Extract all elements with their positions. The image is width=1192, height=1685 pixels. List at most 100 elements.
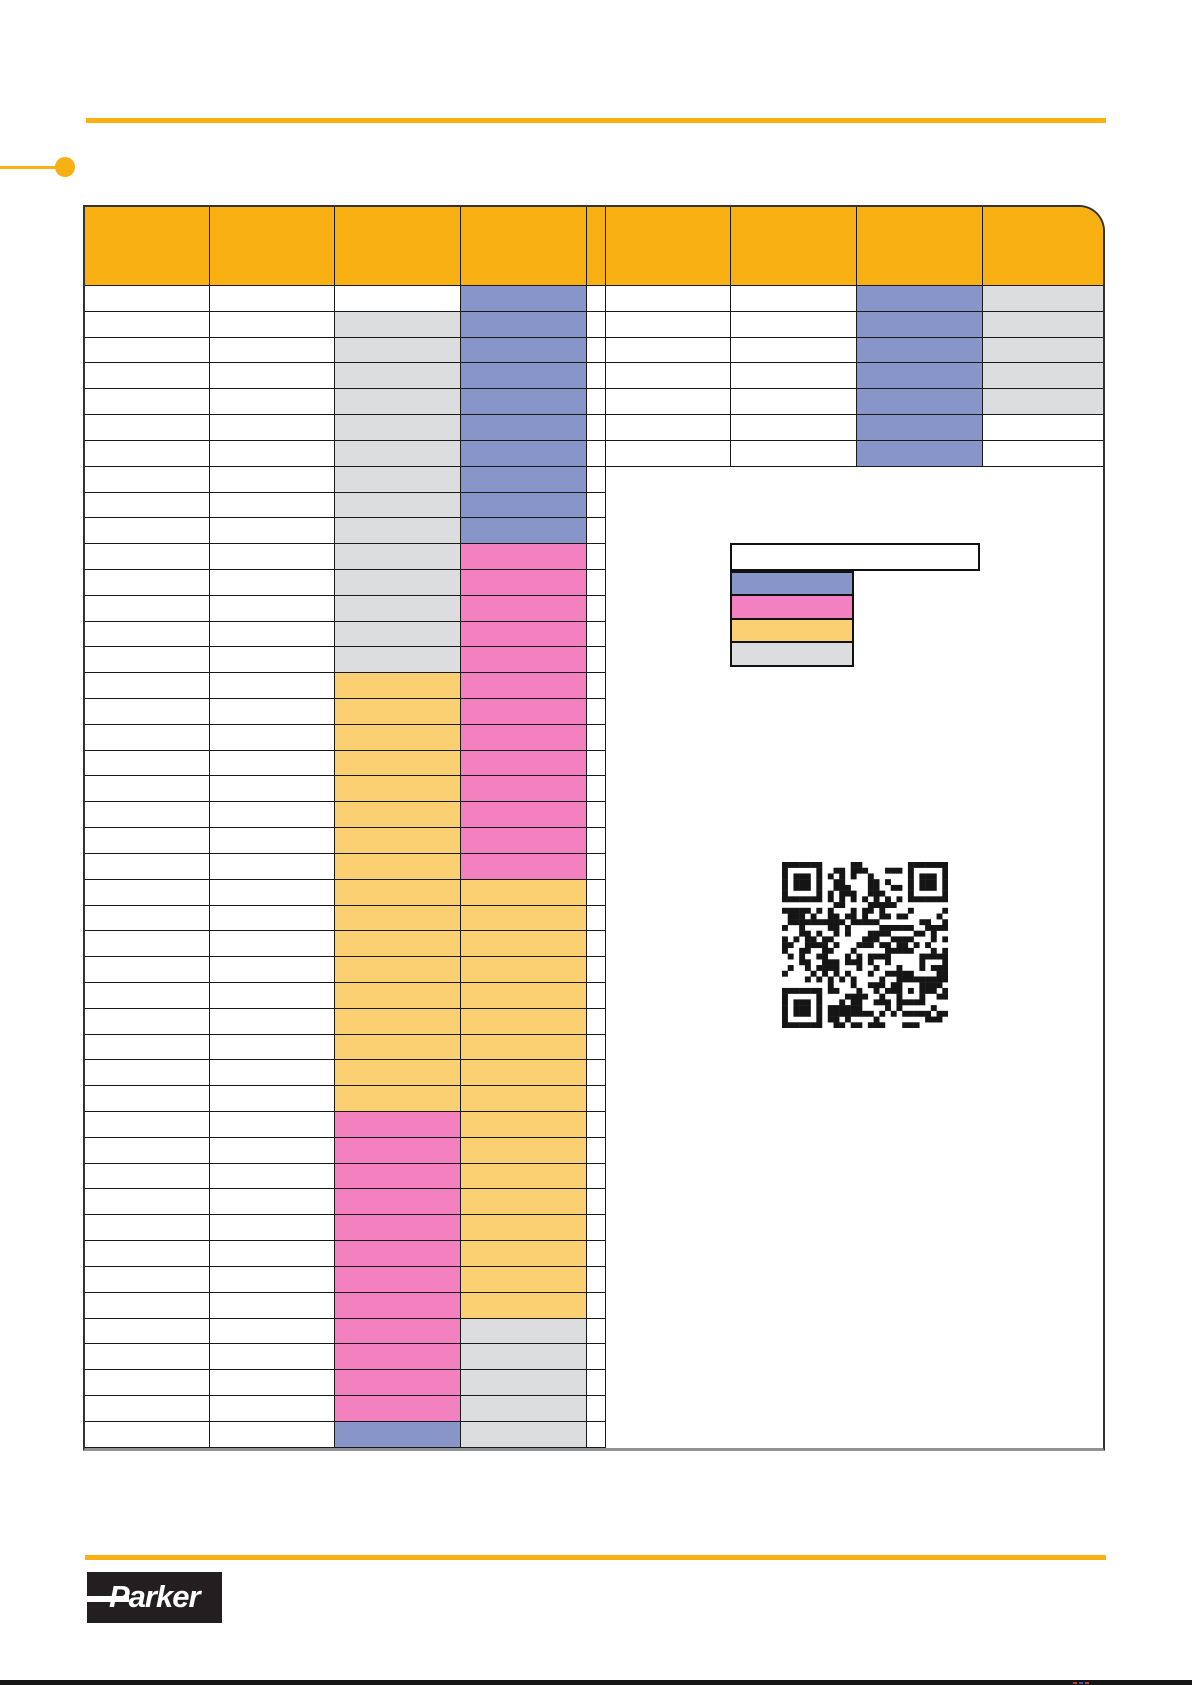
table-row	[85, 1241, 606, 1267]
table-cell	[85, 1034, 210, 1061]
table-cell	[85, 905, 210, 932]
table-cell	[587, 1112, 606, 1138]
table-cell	[983, 440, 1103, 467]
table-cell	[587, 337, 606, 364]
table-cell	[587, 724, 606, 751]
table-cell	[210, 1008, 335, 1035]
table-cell	[983, 337, 1103, 364]
table-cell	[210, 518, 335, 545]
table-right-rows	[606, 286, 1103, 467]
table-cell	[210, 1370, 335, 1396]
table-row	[606, 311, 1103, 338]
table-cell	[85, 1266, 210, 1293]
print-mark	[1079, 1681, 1083, 1684]
table-cell	[983, 311, 1103, 338]
table-cell	[460, 1370, 587, 1396]
table-row	[85, 931, 606, 958]
table-cell	[587, 802, 606, 829]
table-row	[85, 1292, 606, 1319]
table-cell	[210, 1060, 335, 1087]
table-row	[85, 982, 606, 1009]
table-cell	[85, 647, 210, 674]
table-cell	[85, 699, 210, 725]
table-cell	[587, 569, 606, 596]
print-mark	[1073, 1681, 1077, 1684]
table-cell	[460, 931, 587, 958]
table-cell	[85, 1370, 210, 1396]
table-cell	[460, 879, 587, 906]
table-cell	[85, 621, 210, 648]
table-cell	[731, 363, 857, 390]
table-cell	[587, 647, 606, 674]
table-cell	[210, 647, 335, 674]
table-cell	[731, 440, 857, 467]
table-cell	[85, 1215, 210, 1242]
table-cell	[460, 802, 587, 829]
table-cell	[210, 544, 335, 570]
table-cell	[857, 311, 983, 338]
table-cell	[85, 802, 210, 829]
header-cell	[335, 207, 461, 286]
header-cell	[857, 207, 983, 286]
table-cell	[587, 1344, 606, 1371]
table-cell	[85, 518, 210, 545]
table-cell	[460, 957, 587, 983]
table-cell	[460, 492, 587, 519]
table-cell	[210, 1112, 335, 1138]
table-cell	[606, 311, 731, 338]
table-row	[85, 1086, 606, 1112]
table-cell	[983, 389, 1103, 416]
table-cell	[460, 647, 587, 674]
table-row	[85, 1370, 606, 1396]
print-mark	[1085, 1681, 1089, 1684]
table-cell	[210, 286, 335, 312]
table-cell	[335, 905, 461, 932]
table-cell	[210, 1266, 335, 1293]
parker-logo-bar	[87, 1596, 129, 1602]
table-cell	[460, 1137, 587, 1164]
table-cell	[460, 1086, 587, 1112]
table-cell	[335, 1008, 461, 1035]
table-cell	[606, 363, 731, 390]
table-cell	[85, 466, 210, 493]
table-cell	[335, 828, 461, 854]
table-cell	[587, 776, 606, 803]
table-left-section	[85, 286, 606, 1448]
table-cell	[587, 621, 606, 648]
table-row	[606, 363, 1103, 390]
table-cell	[210, 905, 335, 932]
table-cell	[85, 1318, 210, 1345]
table-cell	[460, 1034, 587, 1061]
table-cell	[85, 957, 210, 983]
table-cell	[857, 440, 983, 467]
table-cell	[587, 518, 606, 545]
table-row	[85, 544, 606, 570]
table-cell	[460, 1318, 587, 1345]
table-cell	[460, 1292, 587, 1319]
table-cell	[587, 1292, 606, 1319]
table-cell	[85, 1008, 210, 1035]
table-cell	[460, 440, 587, 467]
table-cell	[460, 363, 587, 390]
table-cell	[606, 286, 731, 312]
table-cell	[335, 1086, 461, 1112]
table-cell	[460, 750, 587, 777]
table-cell	[983, 363, 1103, 390]
table-cell	[857, 389, 983, 416]
table-cell	[85, 363, 210, 390]
table-cell	[460, 673, 587, 699]
table-row	[85, 957, 606, 983]
table-cell	[335, 1189, 461, 1216]
table-cell	[587, 931, 606, 958]
table-body	[85, 286, 1103, 1448]
table-row	[606, 440, 1103, 467]
table-row	[85, 1137, 606, 1164]
table-row	[85, 1060, 606, 1087]
top-accent-rule	[86, 118, 1106, 123]
table-cell	[460, 724, 587, 751]
header-cell	[606, 207, 731, 286]
table-cell	[335, 1395, 461, 1422]
table-row	[85, 750, 606, 777]
table-cell	[335, 311, 461, 338]
qr-code-svg	[782, 862, 949, 1029]
